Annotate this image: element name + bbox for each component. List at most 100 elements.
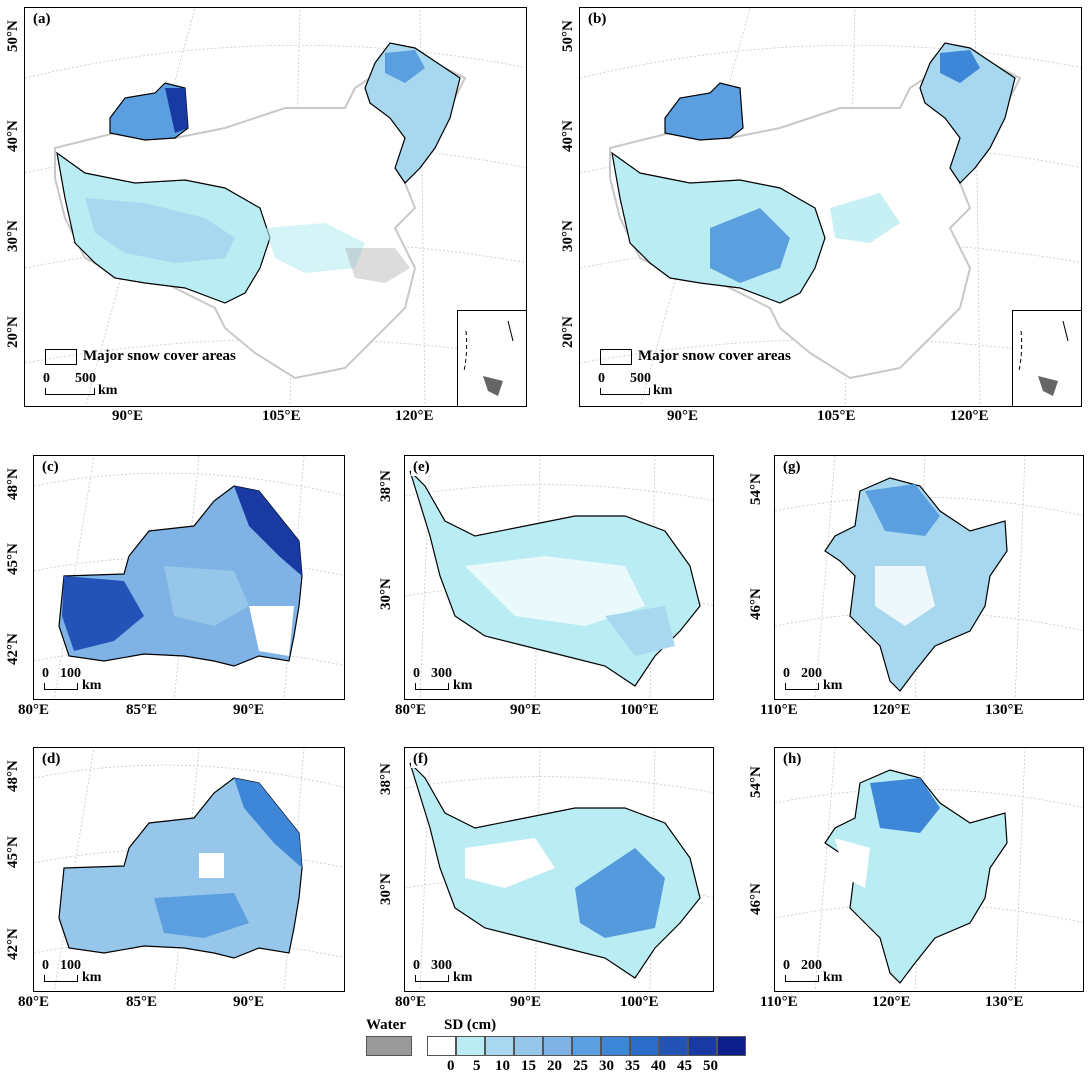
x-tick: 100°E [620, 702, 659, 718]
x-tick: 90°E [112, 408, 144, 424]
xinjiang-snow-map-d [34, 748, 344, 991]
colorbar-tick: 5 [473, 1058, 481, 1074]
panel-label: (h) [781, 751, 804, 768]
x-tick: 90°E [510, 702, 542, 718]
water-swatch [366, 1036, 412, 1056]
major-snow-legend: Major snow cover areas [600, 348, 791, 365]
legend-label: Major snow cover areas [638, 348, 791, 364]
panel-label: (c) [40, 459, 61, 476]
map-panel-a: (a) Major snow cover areas 0 500 km [24, 7, 527, 407]
scale-bar: 0 100 km [42, 958, 132, 988]
scale-line [415, 975, 449, 982]
y-tick: 54°N [748, 473, 764, 505]
colorbar-tick: 40 [651, 1058, 666, 1074]
colorbar-cell [456, 1036, 485, 1056]
x-tick: 85°E [126, 702, 158, 718]
x-tick: 120°E [395, 408, 434, 424]
scale-start: 0 [413, 958, 420, 973]
scale-unit: km [98, 383, 118, 398]
y-tick: 48°N [5, 760, 21, 792]
x-tick: 105°E [817, 408, 856, 424]
x-tick: 80°E [18, 994, 50, 1010]
colorbar-tick: 35 [625, 1058, 640, 1074]
y-tick: 20°N [560, 316, 576, 348]
china-snow-depth-map-b [580, 8, 1081, 406]
colorbar-tick: 0 [447, 1058, 455, 1074]
scale-bar: 0 500 km [598, 371, 708, 401]
water-legend-title: Water [366, 1017, 406, 1033]
x-tick: 120°E [872, 994, 911, 1010]
y-tick: 30°N [378, 578, 394, 610]
scale-unit: km [823, 970, 843, 985]
xinjiang-snow-map-c [34, 456, 344, 699]
inset-islands [1018, 320, 1069, 396]
scale-line [600, 388, 650, 395]
panel-label: (f) [411, 751, 430, 768]
x-tick: 110°E [760, 702, 798, 718]
panel-label: (e) [411, 459, 432, 476]
colorbar-tick: 45 [677, 1058, 692, 1074]
scale-start: 0 [783, 958, 790, 973]
y-tick: 38°N [378, 470, 394, 502]
scale-value: 100 [60, 958, 81, 973]
x-tick: 90°E [667, 408, 699, 424]
y-tick: 30°N [378, 873, 394, 905]
scale-value: 100 [60, 666, 81, 681]
x-tick: 90°E [233, 702, 265, 718]
x-tick: 100°E [620, 994, 659, 1010]
scale-line [785, 683, 819, 690]
south-china-sea-inset [457, 310, 526, 406]
scale-value: 500 [75, 371, 96, 386]
colorbar-cell [601, 1036, 630, 1056]
x-tick: 130°E [985, 702, 1024, 718]
scale-bar: 0 500 km [43, 371, 153, 401]
inset-islands [463, 320, 514, 396]
y-tick: 38°N [378, 763, 394, 795]
map-panel-h: (h) 0 200 km [774, 747, 1084, 992]
y-tick: 46°N [748, 588, 764, 620]
scale-bar: 0 300 km [413, 958, 503, 988]
colorbar-cell [630, 1036, 659, 1056]
scale-bar: 0 200 km [783, 666, 873, 696]
scale-bar: 0 100 km [42, 666, 132, 696]
y-tick: 48°N [5, 468, 21, 500]
colorbar-cell [688, 1036, 717, 1056]
colorbar-cell [485, 1036, 514, 1056]
y-tick: 50°N [5, 20, 21, 52]
map-panel-c: (c) 0 100 km [33, 455, 345, 700]
scale-line [415, 683, 449, 690]
y-tick: 40°N [5, 120, 21, 152]
y-tick: 50°N [560, 20, 576, 52]
scale-unit: km [453, 970, 473, 985]
scale-value: 200 [801, 958, 822, 973]
y-tick: 42°N [5, 633, 21, 665]
scale-unit: km [653, 383, 673, 398]
colorbar-cell [427, 1036, 456, 1056]
y-tick: 45°N [5, 543, 21, 575]
tibet-snow-map-f [405, 748, 713, 991]
map-panel-e: (e) 0 300 km [404, 455, 714, 700]
colorbar-cell [514, 1036, 543, 1056]
legend-swatch [600, 348, 632, 365]
colorbar-cell [572, 1036, 601, 1056]
scale-bar: 0 300 km [413, 666, 503, 696]
south-china-sea-inset [1012, 310, 1081, 406]
tibet-snow-map-e [405, 456, 713, 699]
scale-unit: km [82, 970, 102, 985]
scale-value: 300 [431, 958, 452, 973]
map-panel-f: (f) 0 300 km [404, 747, 714, 992]
y-tick: 46°N [748, 883, 764, 915]
scale-value: 300 [431, 666, 452, 681]
map-panel-g: (g) 0 200 km [774, 455, 1084, 700]
scale-line [44, 975, 78, 982]
map-panel-b: (b) Major snow cover areas 0 500 km [579, 7, 1082, 407]
scale-start: 0 [598, 371, 605, 386]
scale-value: 200 [801, 666, 822, 681]
scale-start: 0 [43, 371, 50, 386]
y-tick: 40°N [560, 120, 576, 152]
y-tick: 42°N [5, 928, 21, 960]
northeast-snow-map-h [775, 748, 1083, 991]
x-tick: 80°E [395, 994, 427, 1010]
scale-start: 0 [42, 666, 49, 681]
colorbar-tick: 20 [547, 1058, 562, 1074]
